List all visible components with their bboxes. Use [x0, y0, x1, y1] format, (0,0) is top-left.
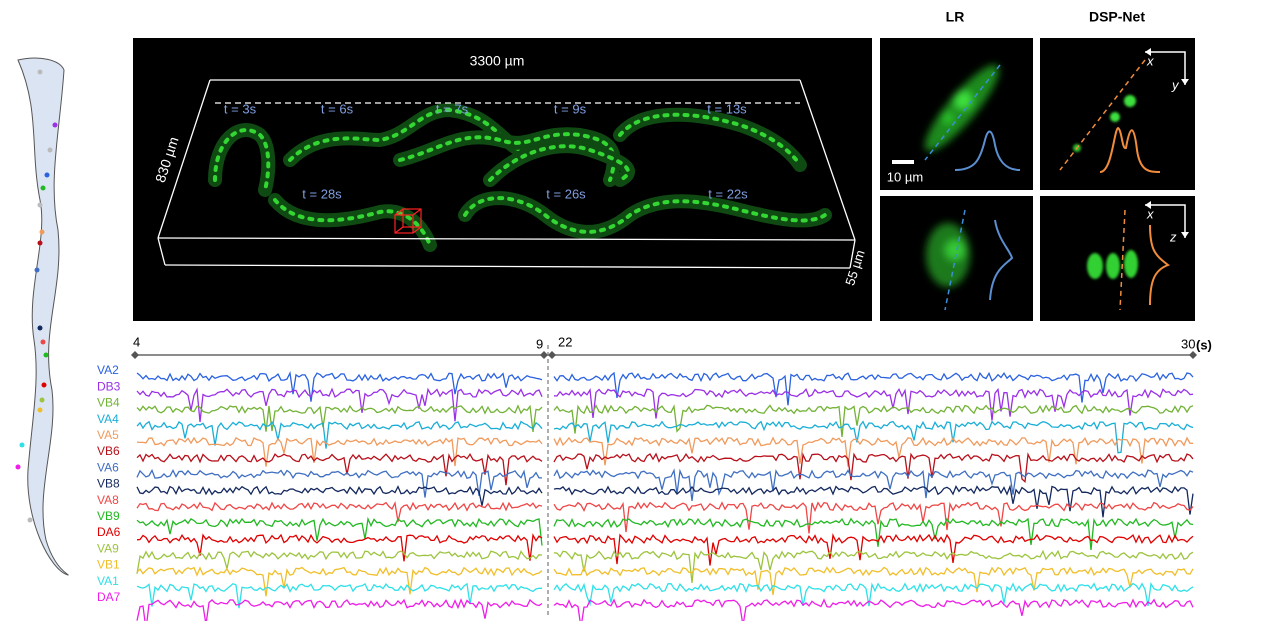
volume-image — [133, 38, 872, 321]
trace — [553, 387, 1194, 421]
bounding-box — [157, 79, 856, 269]
time-label: t = 26s — [546, 186, 586, 201]
trace — [136, 420, 543, 449]
trace — [553, 468, 1194, 501]
trace — [553, 549, 1194, 583]
trace — [136, 550, 543, 574]
trace — [553, 598, 1194, 621]
timeline-end — [540, 351, 548, 359]
neuron-label: DA6 — [97, 525, 121, 539]
timeline-unit: (s) — [1196, 337, 1212, 352]
lr-title: LR — [946, 9, 965, 25]
trace — [136, 501, 543, 522]
dsp-inset-xy — [1040, 38, 1195, 190]
trace — [553, 484, 1194, 518]
trace — [553, 565, 1194, 595]
timeline-label: 30 — [1181, 336, 1195, 351]
timeline-label: 4 — [133, 334, 140, 349]
neuron-label: VA2 — [97, 363, 119, 377]
trace — [136, 452, 543, 486]
trace — [136, 436, 543, 467]
trace — [136, 468, 543, 498]
time-label: t = 6s — [321, 101, 354, 116]
trace — [136, 370, 543, 402]
neuron-dots — [15, 69, 58, 523]
trace — [553, 371, 1194, 406]
trace — [553, 452, 1194, 484]
trace — [553, 582, 1194, 607]
lr-inset-xz — [880, 196, 1033, 321]
worm-neurons — [398, 132, 616, 182]
timeline-end — [548, 351, 556, 359]
trace — [553, 501, 1194, 534]
trace — [553, 533, 1194, 566]
timeline: 4 9 22 30 (s) — [131, 334, 1212, 359]
worm-neurons — [463, 196, 827, 234]
neuron-label: VB4 — [97, 396, 120, 410]
dsp-inset-xz — [1040, 196, 1195, 321]
scale-bar-label: 10 µm — [887, 169, 923, 184]
trace — [136, 582, 542, 609]
neuron-label: VB8 — [97, 477, 120, 491]
trace — [553, 420, 1194, 454]
width-label: 3300 µm — [470, 53, 525, 69]
trace — [136, 598, 543, 621]
trace — [136, 516, 543, 546]
time-label: t = 22s — [708, 186, 748, 201]
axis-label: y — [1171, 77, 1180, 92]
roi-cube — [394, 208, 422, 234]
timeline-label: 9 — [536, 336, 543, 351]
worm-neurons — [488, 144, 630, 182]
traces: VA2 DB3 VB4 VA4 VA5 VB6 VA6 VB8 VA8 VB9 DA6 VA9 VB1 V… — [97, 363, 1194, 621]
neuron-label: VA8 — [97, 493, 119, 507]
time-labels: t = 3s t = 6s t = 7s t = 9s t = 13s t = 28s t … — [224, 101, 748, 201]
worm-schematic — [17, 57, 69, 576]
worm-neurons — [213, 128, 271, 192]
trace — [553, 404, 1194, 437]
neuron-label: VA9 — [97, 541, 119, 555]
worm-neurons — [273, 198, 432, 247]
trace — [136, 387, 543, 423]
trace — [553, 436, 1194, 467]
time-label: t = 28s — [302, 186, 342, 201]
trace — [136, 566, 543, 597]
trace — [136, 404, 543, 432]
time-label: t = 7s — [436, 101, 469, 116]
neuron-label: VA4 — [97, 412, 119, 426]
timeline-end — [1189, 351, 1197, 359]
time-label: t = 3s — [224, 101, 257, 116]
lr-inset-xy — [880, 38, 1033, 190]
neuron-label: VA1 — [97, 574, 119, 588]
timeline-label: 22 — [558, 334, 572, 349]
time-label: t = 13s — [707, 101, 747, 116]
trace — [136, 485, 543, 506]
axis-label: z — [1169, 229, 1177, 244]
neuron-label: VB6 — [97, 444, 120, 458]
worm-images — [208, 102, 832, 252]
time-label: t = 9s — [554, 101, 587, 116]
trace — [136, 533, 543, 562]
neuron-label: VA5 — [97, 428, 119, 442]
neuron-label: VA6 — [97, 460, 119, 474]
worm-neurons — [288, 107, 522, 162]
trace — [553, 517, 1194, 550]
neuron-label: VB9 — [97, 509, 120, 523]
dsp-title: DSP-Net — [1089, 9, 1145, 25]
worm-neurons — [618, 112, 802, 167]
neuron-label: DB3 — [97, 379, 121, 393]
neuron-label: VB1 — [97, 558, 120, 572]
neuron-label: DA7 — [97, 590, 121, 604]
axis-label: x — [1146, 53, 1154, 68]
axis-label: x — [1146, 206, 1154, 221]
timeline-end — [131, 351, 139, 359]
